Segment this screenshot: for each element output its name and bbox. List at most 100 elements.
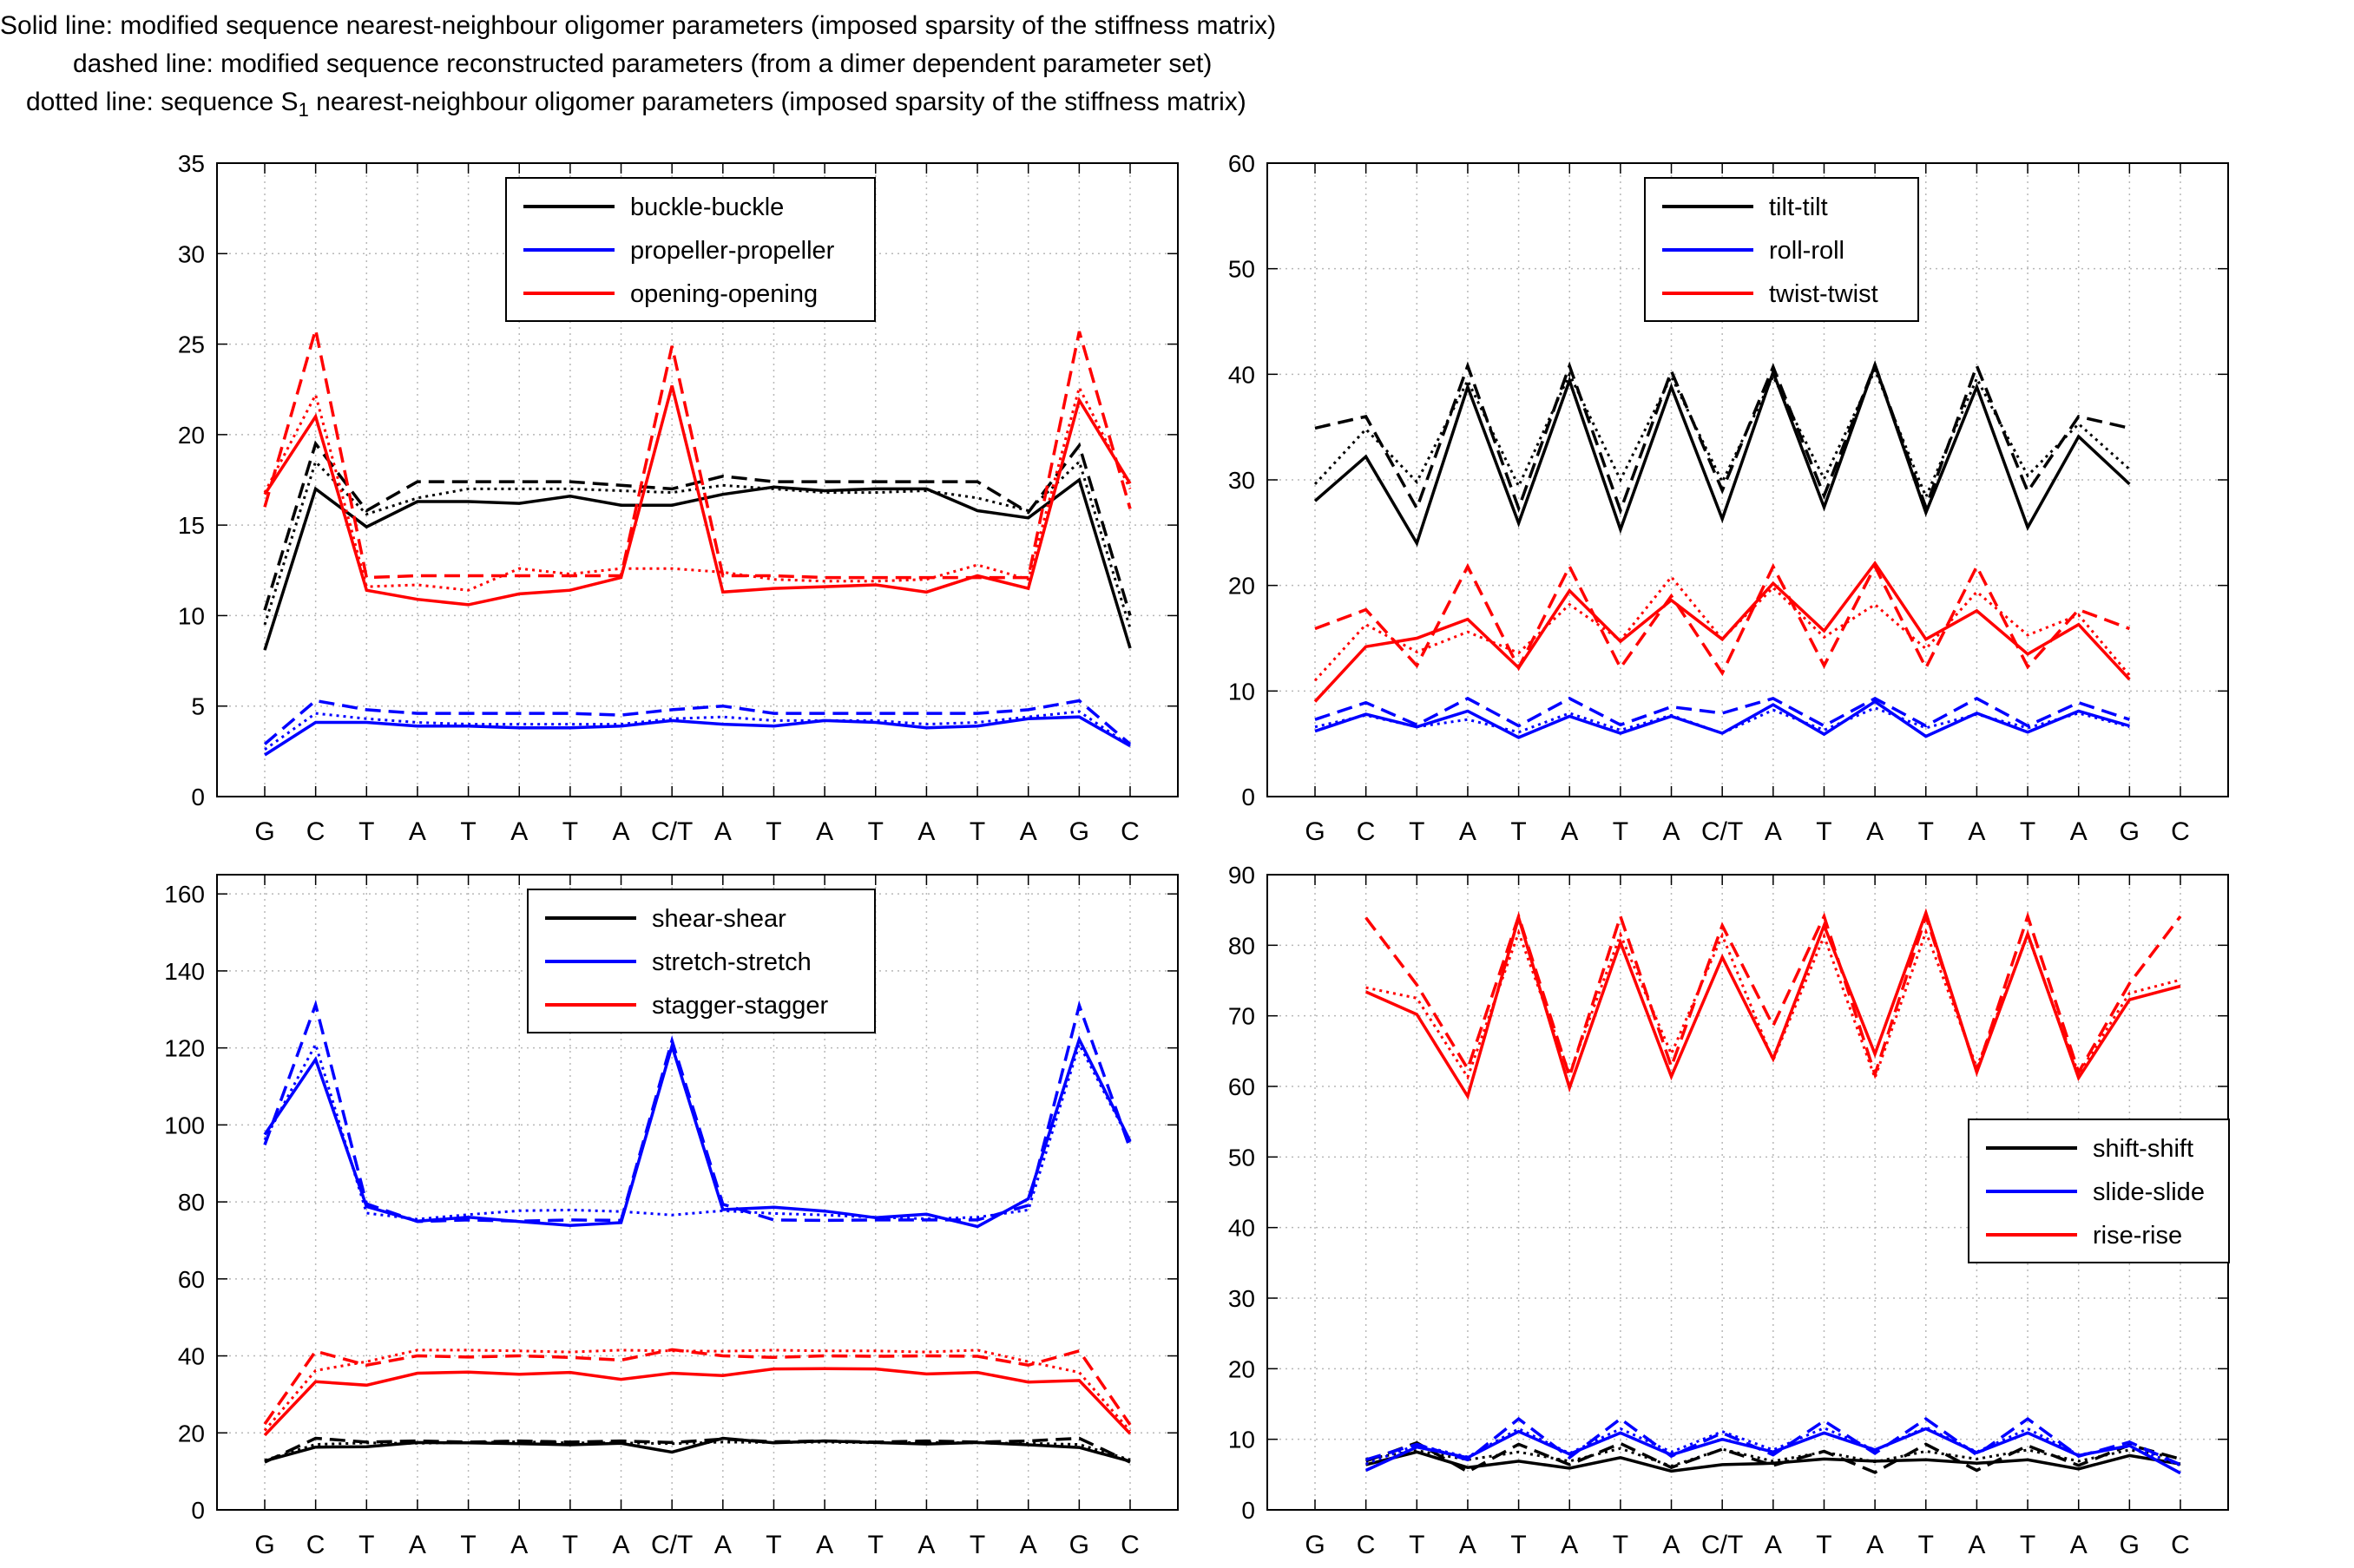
series-line-twist-twist-solid	[1313, 561, 2131, 703]
x-tick-label: A	[816, 1531, 833, 1559]
plot-frame	[216, 162, 1179, 797]
chart-panel-2: 0 10 20 30 40 50 60 G C T A T A T A C/T A T A T A T A G Ctilt-ti…	[1228, 150, 2229, 846]
series-line-propeller-propeller-solid	[264, 715, 1131, 757]
x-tick-label: T	[1613, 817, 1628, 846]
series-line-twist-twist-dashed	[1314, 562, 2131, 677]
series-line-stagger-stagger-dotted	[263, 1348, 1132, 1433]
x-tick-label: T	[1918, 817, 1934, 846]
x-tick-label: A	[917, 1531, 935, 1559]
x-tick-label: C/T	[651, 817, 693, 846]
legend-label: shift-shift	[2093, 1135, 2193, 1163]
x-tick-label: A	[1968, 1531, 1985, 1559]
x-tick-label: T	[358, 1531, 374, 1559]
x-tick-label: A	[917, 817, 935, 846]
x-tick-label: G	[1305, 1531, 1325, 1559]
y-tick-label: 80	[1228, 932, 1255, 959]
series-line-stretch-stretch-dotted	[263, 1040, 1132, 1221]
series-line-tilt-tilt-solid	[1313, 360, 2131, 548]
x-tick-label: G	[254, 1531, 274, 1559]
y-tick-label: 120	[164, 1035, 205, 1062]
x-tick-label: A	[1663, 817, 1680, 846]
y-tick-label: 15	[178, 512, 205, 539]
y-tick-label: 0	[191, 1497, 205, 1524]
y-tick-label: 0	[191, 784, 205, 810]
legend-label: tilt-tilt	[1769, 194, 1828, 221]
x-tick-label: A	[510, 817, 528, 846]
x-tick-label: T	[1816, 1531, 1831, 1559]
x-tick-label: C	[306, 1531, 325, 1559]
legend: shear-shear stretch-stretch stagger-stagge…	[527, 889, 876, 1033]
y-tick-label: 20	[178, 1420, 205, 1447]
x-tick-label: T	[1918, 1531, 1934, 1559]
series-line-stagger-stagger-dashed	[263, 1348, 1132, 1426]
y-tick-label: 0	[1241, 784, 1255, 810]
y-tick-label: 40	[178, 1343, 205, 1370]
legend-label: stretch-stretch	[652, 948, 812, 976]
y-tick-label: 20	[1228, 1355, 1255, 1382]
x-tick-label: C	[1121, 817, 1140, 846]
x-tick-label: C/T	[651, 1531, 693, 1559]
chart-panel-3: 0 20 40 60 80 100 120 140 160 G C T A T A T A C/T A T A T A T A G…	[164, 874, 1179, 1559]
x-tick-label: C/T	[1701, 817, 1743, 846]
y-tick-label: 25	[178, 331, 205, 358]
x-tick-label: G	[2120, 1531, 2140, 1559]
figure-notes: Solid line: modified sequence nearest-ne…	[0, 7, 1424, 129]
y-tick-label: 20	[1228, 573, 1255, 600]
x-tick-label: A	[1765, 817, 1782, 846]
x-tick-label: A	[816, 817, 833, 846]
y-tick-label: 50	[1228, 256, 1255, 283]
series-line-roll-roll-solid	[1314, 699, 2130, 739]
series-line-roll-roll-dashed	[1314, 696, 2130, 728]
x-tick-label: C	[1357, 1531, 1376, 1559]
y-tick-label: 60	[1228, 1073, 1255, 1100]
y-tick-label: 40	[1228, 361, 1255, 388]
note-dotted-line: dotted line: sequence S1 nearest-neighbo…	[26, 88, 1246, 121]
x-tick-label: T	[868, 1531, 884, 1559]
y-tick-label: 60	[1228, 150, 1255, 177]
note-solid-line: Solid line: modified sequence nearest-ne…	[0, 11, 1277, 40]
series-line-shear-shear-dotted	[264, 1440, 1131, 1462]
x-tick-label: A	[1765, 1531, 1782, 1559]
series-line-slide-slide-dashed	[1365, 1416, 2181, 1466]
series-line-shift-shift-dotted	[1365, 1447, 2181, 1468]
legend-label: twist-twist	[1769, 280, 1878, 308]
y-tick-label: 100	[164, 1112, 205, 1138]
series-line-slide-slide-solid	[1364, 1427, 2181, 1475]
x-tick-label: A	[1968, 817, 1985, 846]
x-tick-label: G	[2120, 817, 2140, 846]
x-tick-label: A	[613, 1531, 630, 1559]
x-tick-label: C	[1121, 1531, 1140, 1559]
y-tick-label: 160	[164, 881, 205, 908]
x-tick-label: C/T	[1701, 1531, 1743, 1559]
x-tick-label: A	[1020, 817, 1037, 846]
x-tick-label: A	[613, 817, 630, 846]
x-tick-label: A	[1459, 1531, 1476, 1559]
y-tick-label: 40	[1228, 1215, 1255, 1242]
y-tick-label: 90	[1228, 862, 1255, 889]
y-tick-label: 70	[1228, 1003, 1255, 1030]
chart-panel-1: 0 5 10 15 20 25 30 35 G C T A T A T A C/T A T A T A T A G Cbuckle…	[178, 150, 1179, 846]
legend-label: stagger-stagger	[652, 992, 828, 1020]
y-tick-label: 80	[178, 1189, 205, 1216]
y-tick-label: 60	[178, 1266, 205, 1293]
y-tick-label: 10	[178, 602, 205, 629]
x-tick-label: A	[1866, 817, 1884, 846]
x-tick-label: A	[2070, 1531, 2088, 1559]
series-line-shift-shift-solid	[1365, 1450, 2181, 1473]
y-tick-label: 30	[178, 240, 205, 267]
legend-label: opening-opening	[630, 280, 818, 308]
y-tick-label: 10	[1228, 678, 1255, 705]
x-tick-label: T	[970, 817, 985, 846]
legend-label: shear-shear	[652, 905, 786, 933]
x-tick-label: T	[1409, 817, 1424, 846]
x-tick-label: T	[1510, 817, 1526, 846]
x-tick-label: A	[1020, 1531, 1037, 1559]
x-tick-label: A	[714, 817, 732, 846]
legend: tilt-tilt roll-roll twist-twist	[1644, 177, 1919, 322]
x-tick-label: G	[254, 817, 274, 846]
series-line-tilt-tilt-dotted	[1313, 366, 2131, 501]
y-tick-label: 35	[178, 150, 205, 177]
series-line-opening-opening-dashed	[263, 329, 1132, 580]
x-tick-label: A	[1663, 1531, 1680, 1559]
